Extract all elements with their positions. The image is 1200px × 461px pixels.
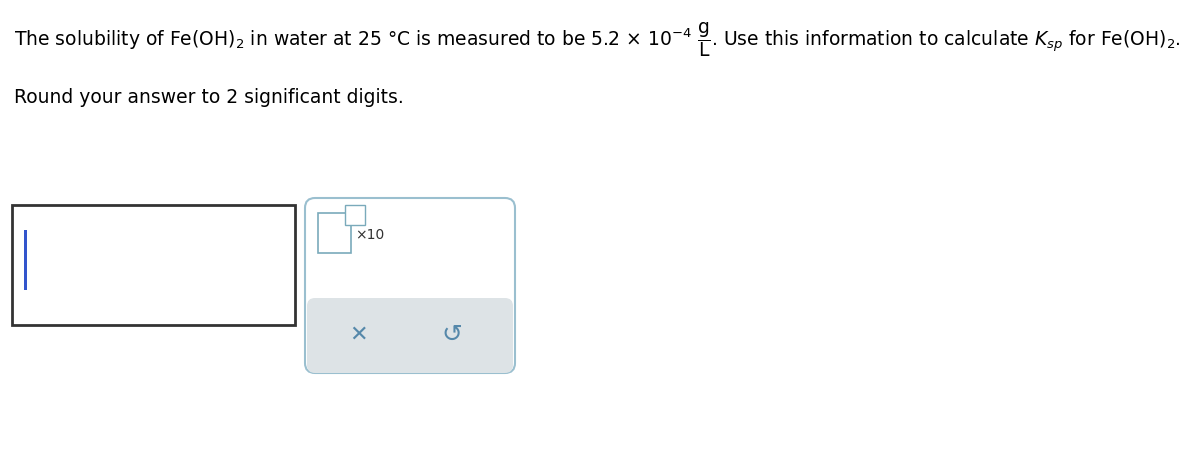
FancyBboxPatch shape xyxy=(307,298,514,373)
Text: ×10: ×10 xyxy=(355,228,384,242)
Bar xyxy=(346,205,365,225)
Bar xyxy=(318,213,352,253)
Text: ✕: ✕ xyxy=(349,325,367,345)
FancyBboxPatch shape xyxy=(305,198,515,373)
Bar xyxy=(12,205,295,325)
Text: ↺: ↺ xyxy=(442,323,462,347)
Text: The solubility of Fe$\left(\mathrm{OH}\right)_2$ in water at 25 °C is measured t: The solubility of Fe$\left(\mathrm{OH}\r… xyxy=(14,20,1181,59)
Bar xyxy=(24,230,28,290)
Text: Round your answer to 2 significant digits.: Round your answer to 2 significant digit… xyxy=(14,88,403,107)
